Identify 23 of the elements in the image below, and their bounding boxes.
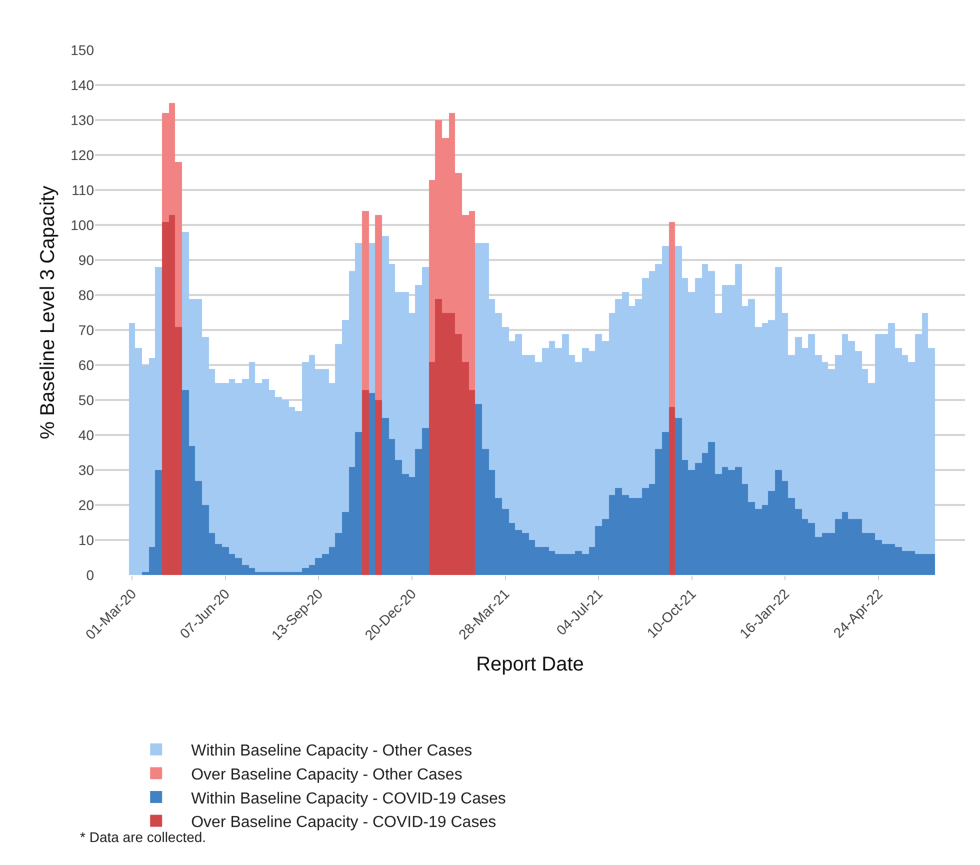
- x-axis-title: Report Date: [476, 654, 584, 676]
- y-tick-label: 120: [70, 146, 94, 163]
- legend-label: Within Baseline Capacity - Other Cases: [191, 742, 472, 760]
- y-tick-label: 60: [78, 356, 94, 373]
- y-tick-label: 70: [78, 322, 94, 338]
- y-tick-label: 140: [70, 76, 94, 93]
- y-tick-label: 110: [72, 182, 94, 198]
- y-tick-label: 10: [78, 532, 94, 548]
- y-tick-label: 90: [78, 252, 94, 268]
- y-tick-label: 20: [78, 496, 94, 513]
- y-tick-label: 0: [86, 566, 94, 583]
- y-axis-title: % Baseline Level 3 Capacity: [37, 186, 60, 440]
- y-tick-label: 100: [70, 216, 94, 233]
- legend-label: Over Baseline Capacity - COVID-19 Cases: [191, 814, 496, 832]
- legend-label: Over Baseline Capacity - Other Cases: [191, 766, 462, 784]
- y-tick-label: 50: [78, 392, 94, 408]
- y-tick-label: 40: [78, 426, 94, 443]
- legend-label: Within Baseline Capacity - COVID-19 Cases: [191, 790, 506, 808]
- y-tick-label: 30: [78, 462, 94, 478]
- y-tick-label: 150: [70, 42, 94, 58]
- y-tick-label: 80: [78, 286, 94, 303]
- text: * Data are collected.: [80, 829, 206, 845]
- y-tick-label: 130: [70, 112, 94, 128]
